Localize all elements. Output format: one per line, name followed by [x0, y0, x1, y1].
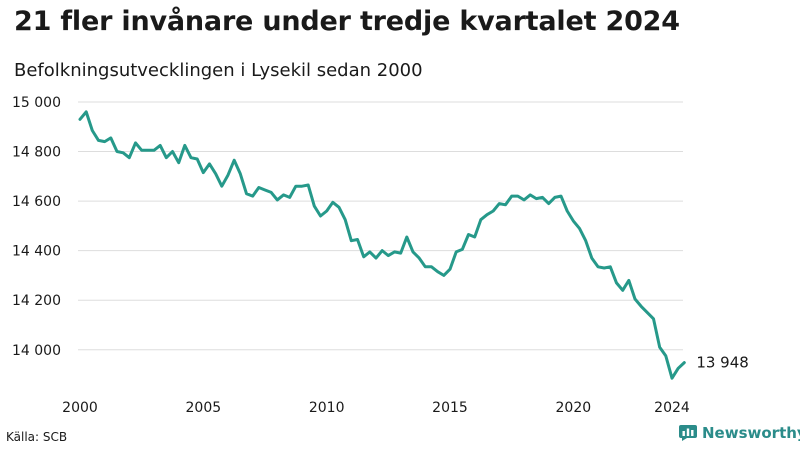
- x-tick-label: 2024: [654, 400, 690, 416]
- y-tick-label: 14 400: [12, 244, 61, 260]
- x-tick-label: 2000: [62, 400, 98, 416]
- x-tick-label: 2020: [556, 400, 592, 416]
- source-note: Källa: SCB: [6, 430, 68, 444]
- population-series-line: [78, 110, 686, 380]
- x-tick-label: 2005: [186, 400, 222, 416]
- y-tick-label: 14 200: [12, 293, 61, 309]
- bar-chart-icon: [679, 425, 697, 441]
- y-tick-label: 15 000: [12, 95, 61, 111]
- y-tick-label: 14 800: [12, 145, 61, 161]
- brand-name: Newsworthy: [702, 424, 800, 442]
- chart-title: 21 fler invånare under tredje kvartalet …: [14, 6, 680, 37]
- annotation-layer: 13 948: [696, 354, 749, 372]
- brand-logo[interactable]: Newsworthy: [679, 424, 800, 442]
- x-tick-label: 2010: [309, 400, 345, 416]
- gridlines: [78, 101, 683, 351]
- y-axis-ticks: 14 000 14 200 14 400 14 600 14 800 15 000: [12, 95, 61, 359]
- x-tick-label: 2015: [432, 400, 468, 416]
- series-layer: [78, 110, 686, 380]
- y-tick-label: 14 000: [12, 343, 61, 359]
- chart-subtitle: Befolkningsutvecklingen i Lysekil sedan …: [14, 60, 423, 81]
- last-value-label: 13 948: [696, 354, 749, 372]
- y-tick-label: 14 600: [12, 194, 61, 210]
- x-axis-ticks: 2000 2005 2010 2015 2020 2024: [62, 400, 690, 416]
